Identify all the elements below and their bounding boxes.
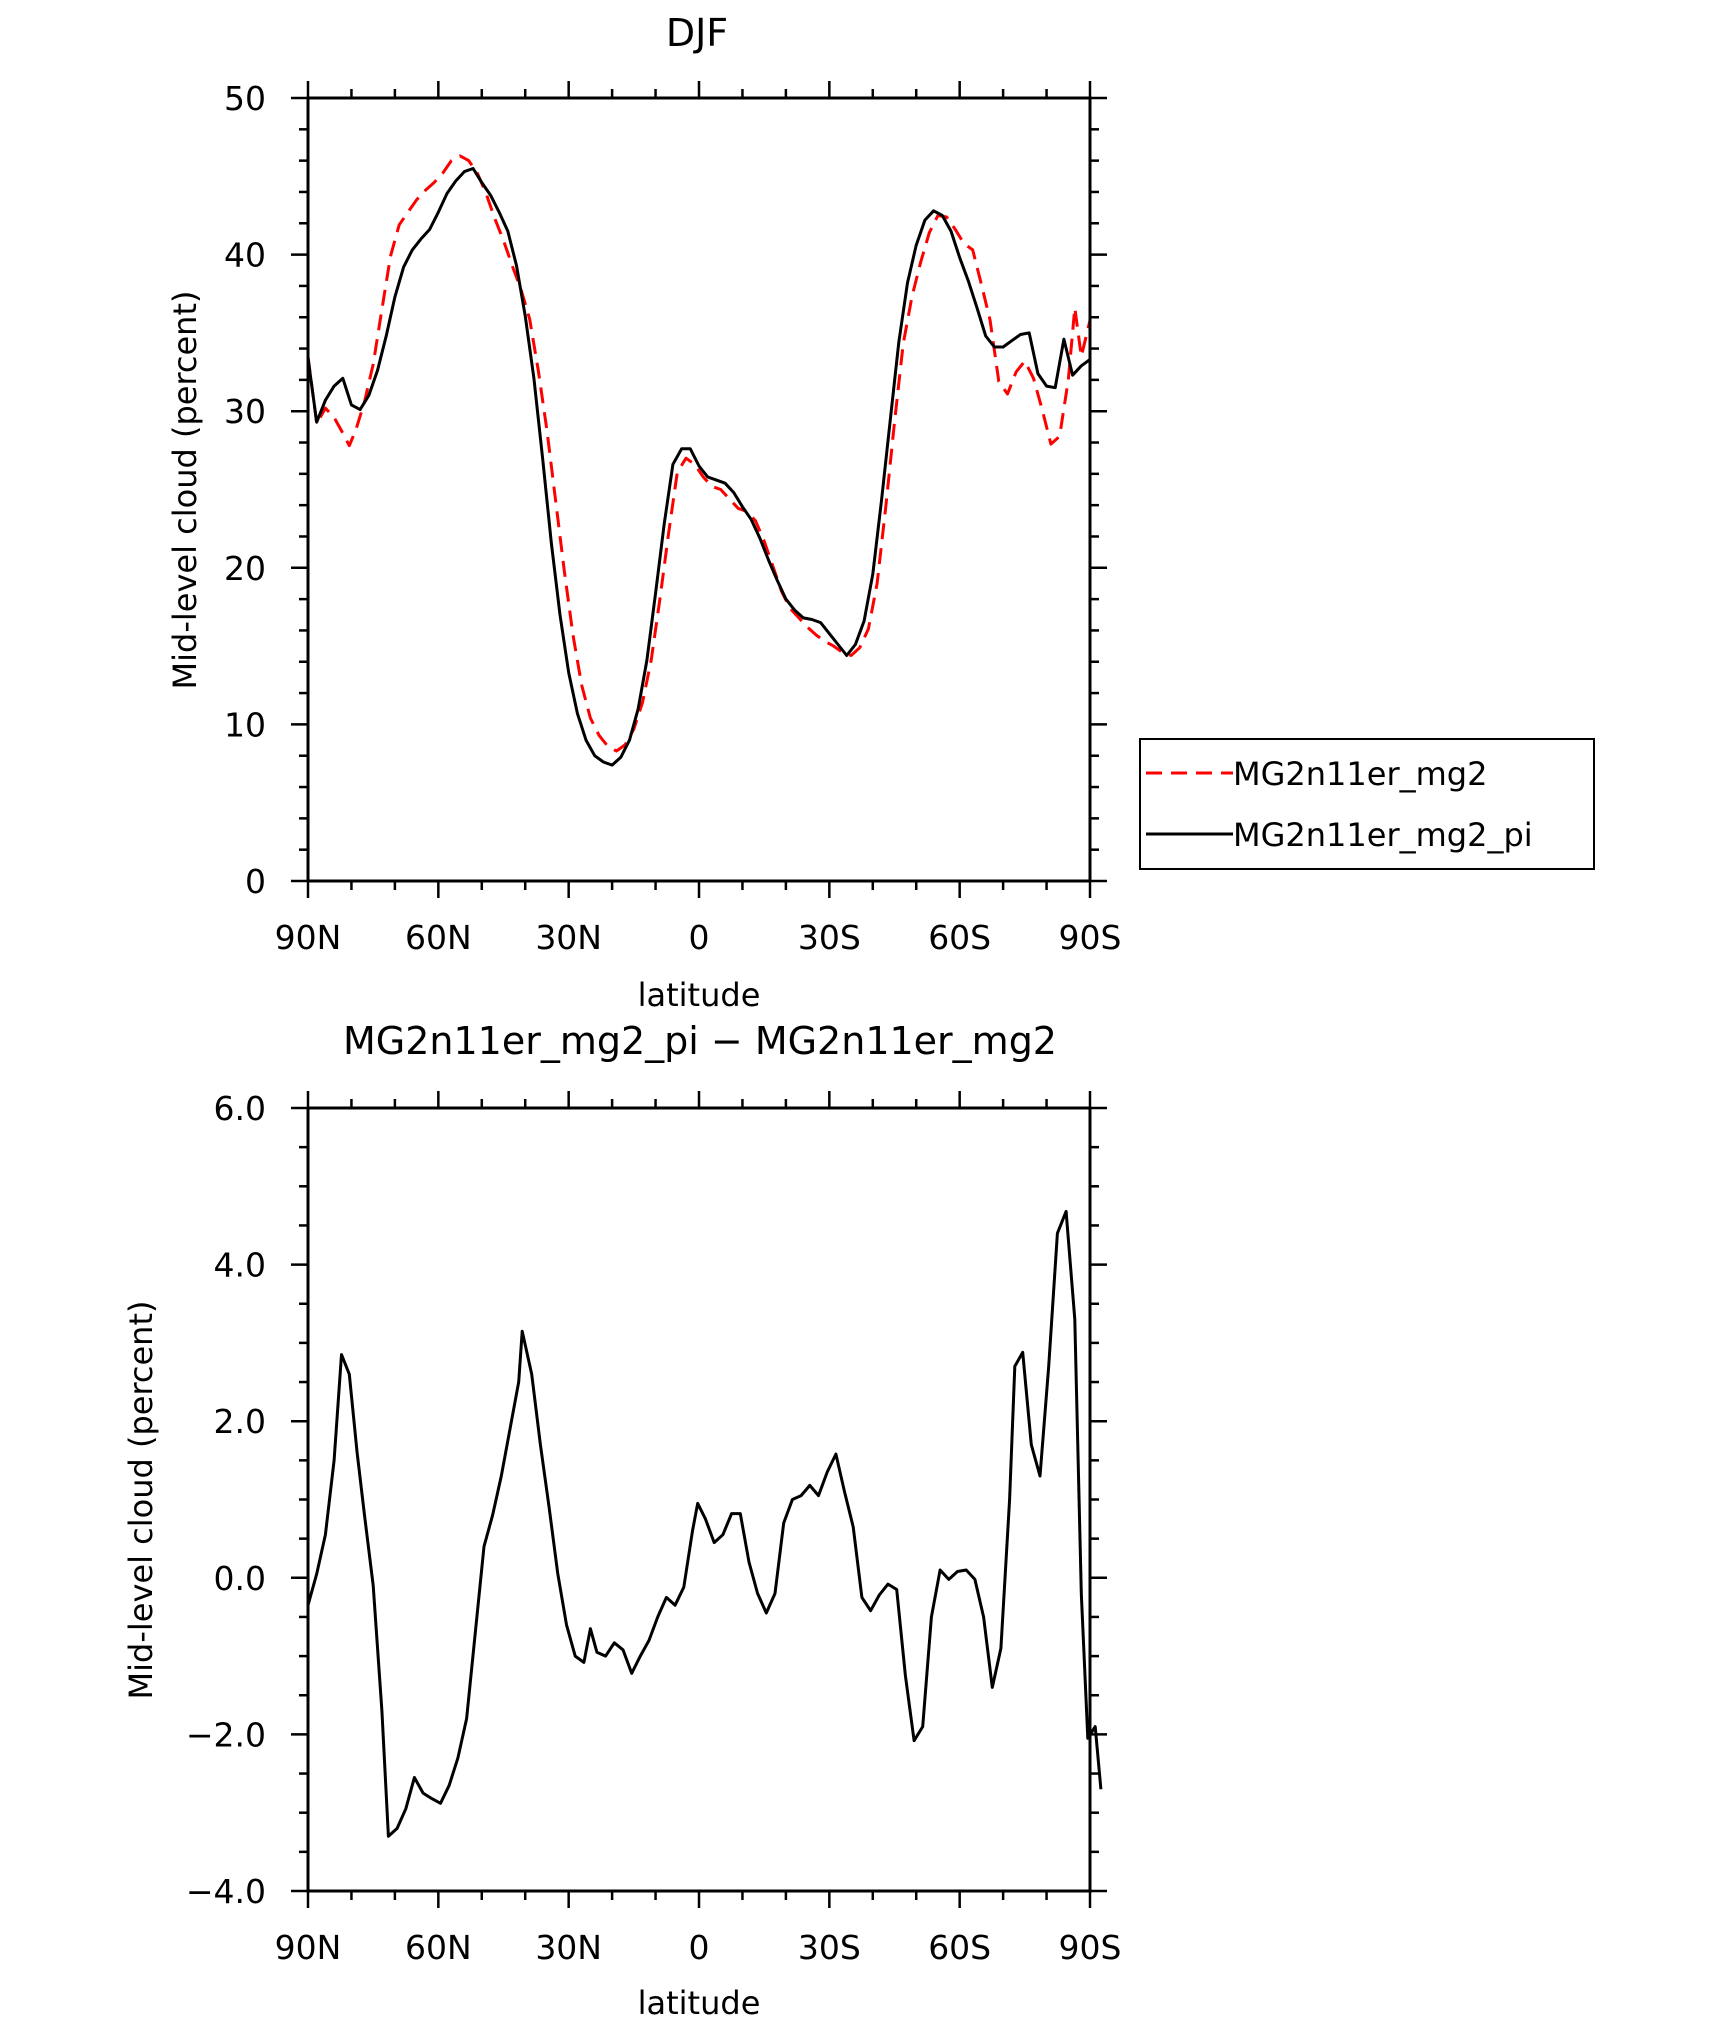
top-series-lines xyxy=(306,154,1092,767)
top-y-tick-label: 50 xyxy=(224,79,266,118)
bottom-y-tick-label: −4.0 xyxy=(186,1872,266,1911)
top-x-axis-title: latitude xyxy=(638,976,761,1014)
top-y-tick-label: 10 xyxy=(224,705,266,744)
bottom-panel: MG2n11er_mg2_pi − MG2n11er_mg2 90N 60N 30N… xyxy=(122,1019,1121,2021)
bottom-x-tick-label: 30S xyxy=(798,1928,861,1967)
bottom-x-tick-label: 90N xyxy=(275,1928,342,1967)
top-series-line-0 xyxy=(306,154,1092,753)
bottom-axis-ticks: 90N 60N 30N 0 30S 60S 90S −4.0 −2.0 0.0 2.0 4.0 6.0 xyxy=(186,1089,1122,1967)
bottom-chart-title: MG2n11er_mg2_pi − MG2n11er_mg2 xyxy=(343,1019,1057,1063)
bottom-series-lines xyxy=(306,1209,1103,1838)
bottom-y-tick-label: 2.0 xyxy=(214,1402,266,1441)
top-x-tick-label: 90S xyxy=(1059,918,1122,957)
top-x-tick-label: 30N xyxy=(535,918,602,957)
legend: MG2n11er_mg2 MG2n11er_mg2_pi xyxy=(1139,738,1595,870)
top-y-axis-title: Mid-level cloud (percent) xyxy=(166,291,204,690)
bottom-x-tick-label: 60S xyxy=(928,1928,991,1967)
top-x-tick-label: 90N xyxy=(275,918,342,957)
top-series-line-1 xyxy=(306,167,1091,767)
bottom-y-tick-label: −2.0 xyxy=(186,1715,266,1754)
top-panel: DJF 90N 60N 30N 0 30S 60S 90S 0 10 20 30 40 50 latit… xyxy=(166,11,1595,1014)
bottom-series-line-0 xyxy=(306,1209,1103,1838)
legend-label-mg2: MG2n11er_mg2 xyxy=(1233,755,1487,793)
top-y-tick-label: 0 xyxy=(245,862,266,901)
top-x-tick-label: 60S xyxy=(928,918,991,957)
top-x-tick-label: 0 xyxy=(689,918,710,957)
bottom-x-tick-label: 0 xyxy=(689,1928,710,1967)
bottom-x-axis-title: latitude xyxy=(638,1984,761,2021)
bottom-y-tick-label: 4.0 xyxy=(214,1246,266,1285)
bottom-y-tick-label: 6.0 xyxy=(214,1089,266,1128)
bottom-plot-frame xyxy=(306,1106,1092,1893)
bottom-y-tick-label: 0.0 xyxy=(214,1559,266,1598)
bottom-y-axis-title: Mid-level cloud (percent) xyxy=(122,1301,160,1700)
bottom-x-tick-label: 60N xyxy=(405,1928,472,1967)
legend-label-mg2-pi: MG2n11er_mg2_pi xyxy=(1233,816,1533,854)
top-x-tick-label: 30S xyxy=(798,918,861,957)
top-plot-frame xyxy=(306,96,1092,883)
top-axis-ticks: 90N 60N 30N 0 30S 60S 90S 0 10 20 30 40 50 xyxy=(224,79,1121,957)
top-chart-title: DJF xyxy=(666,11,728,55)
top-y-tick-label: 20 xyxy=(224,549,266,588)
bottom-x-tick-label: 30N xyxy=(535,1928,602,1967)
bottom-x-tick-label: 90S xyxy=(1059,1928,1122,1967)
top-x-tick-label: 60N xyxy=(405,918,472,957)
legend-box xyxy=(1139,738,1595,870)
top-y-tick-label: 40 xyxy=(224,236,266,275)
top-y-tick-label: 30 xyxy=(224,392,266,431)
